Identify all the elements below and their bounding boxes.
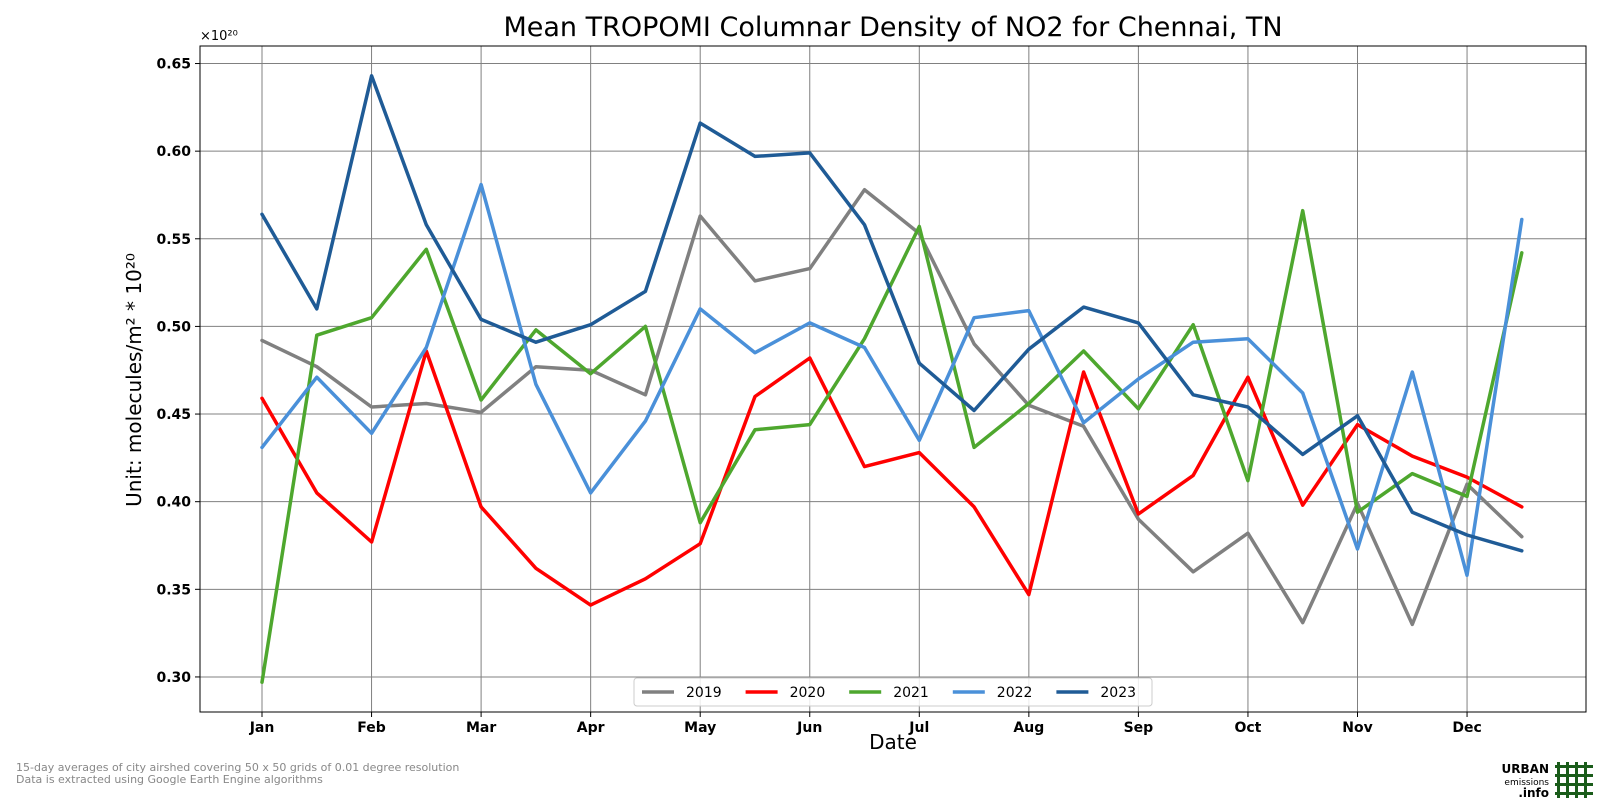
logo-grid-bar — [1584, 762, 1587, 798]
urban-emissions-logo: URBAN emissions .info — [1502, 762, 1593, 800]
x-axis-label: Date — [869, 730, 917, 754]
logo-grid-icon — [1555, 762, 1593, 798]
logo-grid-bar — [1555, 783, 1593, 786]
x-tick-label: Feb — [357, 720, 386, 736]
logo-grid-bar — [1555, 774, 1593, 777]
y-tick-label: 0.35 — [156, 582, 191, 598]
series-line-2023 — [260, 74, 1524, 553]
logo-grid-bar — [1557, 762, 1560, 798]
y-tick-label: 0.65 — [156, 57, 191, 73]
logo-grid-bar — [1566, 762, 1569, 798]
logo-grid-bar — [1555, 792, 1593, 795]
y-tick-label: 0.50 — [156, 319, 191, 335]
y-tick-label: 0.55 — [156, 232, 191, 248]
series-line-2020 — [260, 349, 1524, 607]
x-tick-label: May — [684, 720, 716, 736]
x-axis-ticks: Jan Feb Mar Apr May Jun Jul Aug Sep Oct Nov Dec — [249, 712, 1482, 736]
legend-label-2020: 2020 — [790, 685, 826, 701]
x-tick-label: Jun — [796, 720, 822, 736]
legend-label-2023: 2023 — [1100, 685, 1136, 701]
plot-frame — [199, 45, 1587, 713]
series-lines — [260, 74, 1524, 684]
x-tick-label: Aug — [1013, 720, 1044, 736]
logo-grid-bar — [1575, 762, 1578, 798]
chart: Mean TROPOMI Columnar Density of NO2 for… — [122, 12, 1587, 754]
chart-title: Mean TROPOMI Columnar Density of NO2 for… — [503, 12, 1282, 43]
footnote-source: Data is extracted using Google Earth Eng… — [16, 773, 323, 786]
footnote-averaging: 15-day averages of city airshed covering… — [16, 761, 460, 774]
logo-line-emissions: emissions — [1504, 778, 1549, 788]
y-axis-multiplier: ×10²⁰ — [200, 29, 238, 44]
legend: 2019 2020 2021 2022 2023 — [633, 677, 1153, 707]
series-line-2021 — [260, 208, 1524, 684]
logo-grid-bar — [1555, 765, 1593, 768]
y-axis-ticks: 0.30 0.35 0.40 0.45 0.50 0.55 0.60 0.65 — [156, 57, 200, 686]
x-tick-label: Oct — [1234, 720, 1261, 736]
legend-label-2019: 2019 — [686, 685, 722, 701]
x-tick-label: Jul — [908, 720, 929, 736]
series-line-2022 — [260, 182, 1524, 578]
y-tick-label: 0.40 — [156, 495, 191, 511]
x-tick-label: Jan — [249, 720, 275, 736]
y-tick-label: 0.45 — [156, 407, 191, 423]
x-tick-label: Mar — [466, 720, 496, 736]
logo-line-urban: URBAN — [1502, 762, 1549, 776]
y-tick-label: 0.30 — [156, 670, 191, 686]
series-line-2019 — [260, 187, 1524, 627]
legend-label-2021: 2021 — [893, 685, 929, 701]
logo-line-info: .info — [1518, 786, 1549, 800]
x-tick-label: Dec — [1452, 720, 1481, 736]
y-axis-label: Unit: molecules/m² * 10²⁰ — [122, 253, 146, 507]
x-tick-label: Apr — [577, 720, 605, 736]
x-tick-label: Sep — [1124, 720, 1154, 736]
legend-box — [633, 677, 1153, 707]
x-tick-label: Nov — [1342, 720, 1372, 736]
y-tick-label: 0.60 — [156, 144, 191, 160]
legend-label-2022: 2022 — [997, 685, 1033, 701]
